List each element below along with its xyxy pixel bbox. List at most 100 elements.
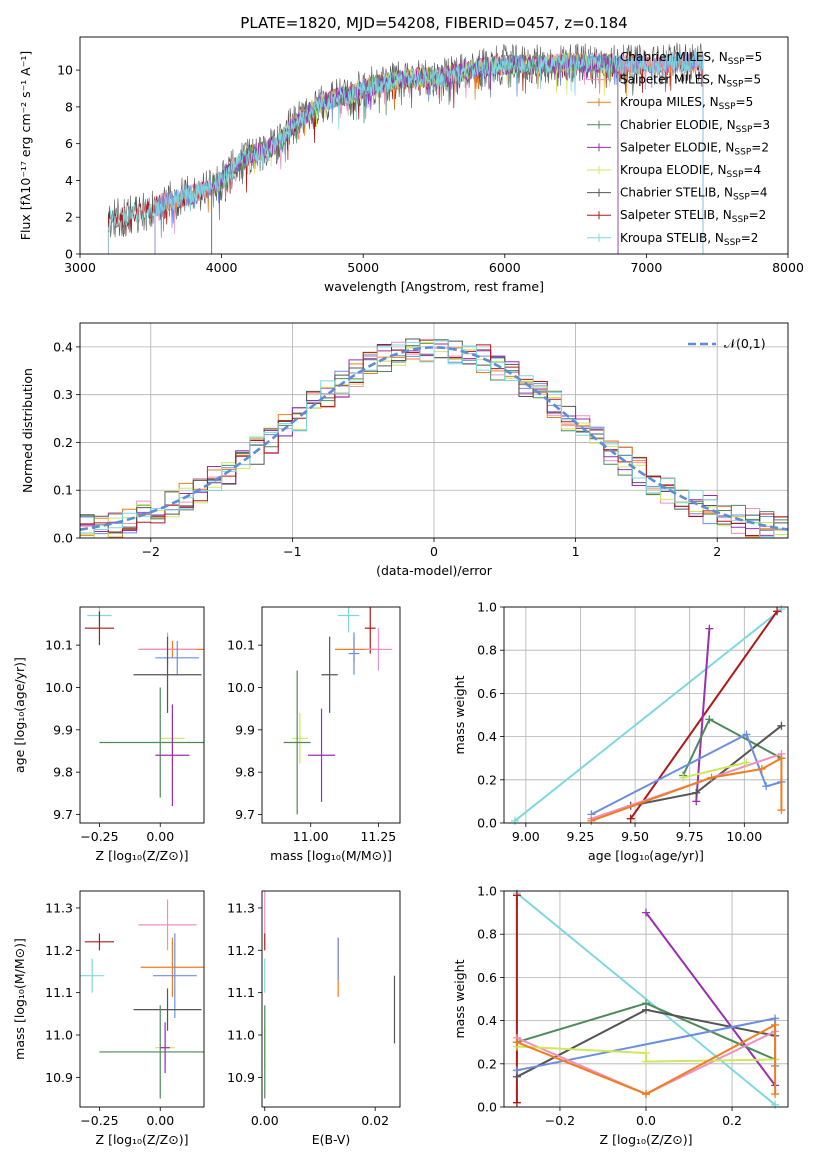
errorbar-chabrier-elodie xyxy=(99,1005,204,1099)
legend-entry: Salpeter MILES, NSSP=5 xyxy=(620,73,761,90)
x-tick-label: 6000 xyxy=(489,260,521,275)
x-tick-label: 0.2 xyxy=(722,1113,742,1128)
y-axis-label: Flux [fλ10⁻¹⁷ erg cm⁻² s⁻¹ A⁻¹] xyxy=(18,51,33,240)
legend-subscript: SSP xyxy=(733,193,750,203)
errorbar-chabrier-stelib xyxy=(321,636,338,713)
y-tick-label: 0.4 xyxy=(477,1013,497,1028)
x-tick-label: −1 xyxy=(283,544,301,559)
weight-marker xyxy=(642,1049,650,1057)
legend-subscript: SSP xyxy=(732,215,749,225)
x-axis-label: Z [log₁₀(Z/Z⊙)] xyxy=(96,848,189,863)
weight-marker xyxy=(587,816,596,825)
errorbars xyxy=(283,607,392,815)
y-tick-label: 10.9 xyxy=(45,1070,73,1085)
plot-frame xyxy=(261,890,401,1108)
y-axis-label: mass weight xyxy=(452,959,467,1038)
weight-marker xyxy=(510,816,519,825)
legend-entry: Salpeter ELODIE, NSSP=2 xyxy=(620,140,769,157)
weight-line-chabrier-miles xyxy=(590,732,782,816)
weight-marker xyxy=(707,773,716,782)
y-tick-label: 10.9 xyxy=(227,1070,255,1085)
errorbar-kroupa-stelib xyxy=(80,958,105,993)
x-axis-label: Z [log₁₀(Z/Z⊙)] xyxy=(96,1132,189,1147)
y-tick-label: 0.1 xyxy=(53,483,73,498)
y-tick-label: 10.1 xyxy=(227,638,255,653)
legend-subscript: SSP xyxy=(734,147,751,157)
axis-ticks: 11.00 11.25 9.7 9.8 9.9 10.0 10.1 xyxy=(227,638,396,844)
x-tick-label: 11.25 xyxy=(360,829,396,844)
y-tick-label: 0.3 xyxy=(53,387,73,402)
y-tick-label: 0.0 xyxy=(477,816,497,831)
x-tick-label: −0.25 xyxy=(80,829,118,844)
weight-marker xyxy=(771,1020,780,1029)
weight-marker xyxy=(773,607,782,616)
x-axis-label: (data-model)/error xyxy=(376,563,493,578)
legend-text: Chabrier STELIB, N xyxy=(620,186,733,200)
legend-text-value: =2 xyxy=(749,208,767,222)
x-tick-label: 10.00 xyxy=(726,829,762,844)
weight-marker xyxy=(642,1005,650,1014)
legend-entry: Chabrier STELIB, NSSP=4 xyxy=(620,186,768,203)
errorbar-salpeter-stelib xyxy=(84,611,115,646)
spectrum-panel: 3000 4000 5000 6000 7000 8000 0 2 4 6 8 10 wavelengt… xyxy=(18,36,804,294)
y-tick-label: 2 xyxy=(65,210,73,225)
plot-frame xyxy=(503,890,789,1108)
normal-reference-curve xyxy=(80,346,788,531)
y-tick-label: 11.0 xyxy=(227,1028,255,1043)
spectrum-lines xyxy=(107,42,704,254)
histogram-kroupa-stelib xyxy=(80,339,788,538)
legend-text-value: =3 xyxy=(752,118,770,132)
histograms xyxy=(80,338,788,538)
y-tick-label: 0.6 xyxy=(477,686,497,701)
weight-lines xyxy=(510,605,786,825)
axis-ticks: −2 −1 0 1 2 0.0 0.1 0.2 0.3 0.4 xyxy=(53,339,721,559)
y-tick-label: 0.0 xyxy=(53,531,73,546)
errorbars xyxy=(84,607,204,807)
x-tick-label: 9.25 xyxy=(567,829,595,844)
x-tick-label: 3000 xyxy=(64,260,96,275)
x-tick-label: 9.75 xyxy=(676,829,704,844)
y-tick-label: 8 xyxy=(65,99,73,114)
y-tick-label: 6 xyxy=(65,136,73,151)
weight-line-kroupa-elodie xyxy=(682,761,747,779)
x-tick-label: 0.02 xyxy=(361,1113,389,1128)
legend-text: Salpeter ELODIE, N xyxy=(620,140,734,154)
y-tick-label: 0.2 xyxy=(53,435,73,450)
errorbars xyxy=(80,899,204,1099)
x-tick-label: 4000 xyxy=(206,260,238,275)
errorbar-chabrier-miles xyxy=(155,640,200,675)
y-axis-label: mass [log₁₀(M/M⊙)] xyxy=(12,938,27,1060)
y-tick-label: 11.2 xyxy=(227,943,255,958)
y-tick-label: 9.7 xyxy=(235,807,255,822)
weight-marker xyxy=(742,730,751,739)
legend-text-value: =2 xyxy=(741,231,759,245)
legend-subscript: SSP xyxy=(727,80,744,90)
x-tick-label: 1 xyxy=(572,544,580,559)
weight-marker xyxy=(512,1098,521,1107)
x-tick-label: −0.2 xyxy=(545,1113,575,1128)
plot-frame xyxy=(79,322,789,539)
weight-marker xyxy=(679,773,688,782)
y-tick-label: 0.8 xyxy=(477,927,497,942)
x-tick-label: 2 xyxy=(713,544,721,559)
weight-marker xyxy=(771,1090,780,1099)
errorbar-kroupa-stelib xyxy=(337,607,360,633)
y-tick-label: 10.0 xyxy=(227,680,255,695)
x-axis-label: Z [log₁₀(Z/Z⊙)] xyxy=(600,1132,693,1147)
weight-marker xyxy=(512,1038,521,1047)
errorbar-chabrier-miles xyxy=(152,933,197,1019)
errorbar-chabrier-stelib xyxy=(133,988,202,1031)
age-vs-metallicity-panel: −0.25 0.00 9.7 9.8 9.9 10.0 10.1 Z [log₁₀(Z/Z⊙)… xyxy=(12,606,205,863)
weight-line-kroupa-miles xyxy=(516,1023,777,1096)
legend-text: Kroupa MILES, N xyxy=(620,95,719,109)
y-tick-label: 0.0 xyxy=(477,1100,497,1115)
weight-line-salpeter-stelib xyxy=(629,610,778,820)
axis-ticks: 9.00 9.25 9.50 9.75 10.00 0.0 0.2 0.4 0.6 0.8 1.0 xyxy=(477,600,762,845)
weight-line-kroupa-stelib xyxy=(516,892,776,1106)
axis-ticks: 0.00 0.02 10.9 11.0 11.1 11.2 11.3 xyxy=(227,900,389,1128)
axis-ticks: −0.25 0.00 10.9 11.0 11.1 11.2 11.3 xyxy=(45,900,174,1128)
legend-text-value: =5 xyxy=(743,73,761,87)
errorbar-salpeter-elodie xyxy=(160,1022,170,1074)
